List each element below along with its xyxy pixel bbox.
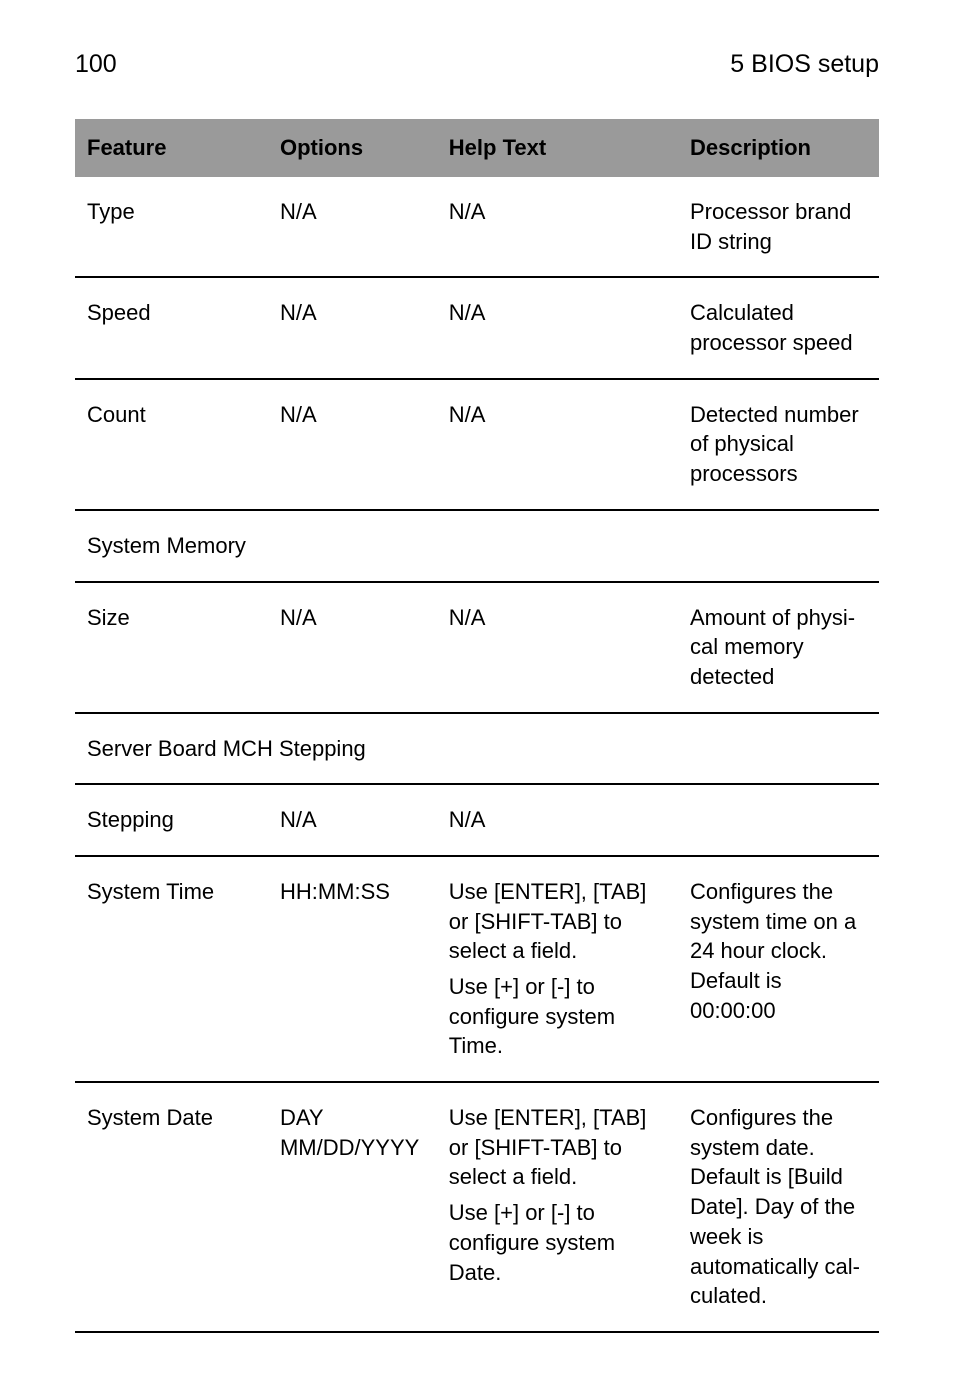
cell-feature: System Date [75,1082,268,1332]
cell-options: DAY MM/DD/YYYY [268,1082,437,1332]
table-row: System Time HH:MM:SS Use [ENTER], [TAB] … [75,856,879,1082]
cell-options: N/A [268,784,437,856]
cell-description [678,784,879,856]
cell-feature: Count [75,379,268,510]
help-line: Use [+] or [-] to configure system Date. [449,1198,666,1287]
table-row: Stepping N/A N/A [75,784,879,856]
cell-help: N/A [437,379,678,510]
section-label: System Memory [75,510,879,582]
cell-description: Detected number of physical proces­sors [678,379,879,510]
col-options: Options [268,119,437,177]
cell-feature: Stepping [75,784,268,856]
cell-options: HH:MM:SS [268,856,437,1082]
section-label: Server Board MCH Stepping [75,713,879,785]
section-row-server-board: Server Board MCH Stepping [75,713,879,785]
table-row: Size N/A N/A Amount of physi­cal memory … [75,582,879,713]
page-container: 100 5 BIOS setup Feature Options Help Te… [0,0,954,1383]
cell-options: N/A [268,582,437,713]
chapter-title: 5 BIOS setup [730,50,879,79]
table-row: Type N/A N/A Processor brand ID string [75,177,879,277]
bios-feature-table: Feature Options Help Text Description Ty… [75,119,879,1333]
cell-description: Configures the sys­tem date. Default is … [678,1082,879,1332]
col-description: Description [678,119,879,177]
help-line: Use [+] or [-] to configure system Time. [449,972,666,1061]
cell-help: N/A [437,177,678,277]
cell-feature: Size [75,582,268,713]
cell-options: N/A [268,379,437,510]
cell-description: Calculated proces­sor speed [678,277,879,378]
cell-description: Processor brand ID string [678,177,879,277]
cell-feature: Type [75,177,268,277]
cell-help: Use [ENTER], [TAB] or [SHIFT-TAB] to sel… [437,1082,678,1332]
cell-help: Use [ENTER], [TAB] or [SHIFT-TAB] to sel… [437,856,678,1082]
cell-options: N/A [268,277,437,378]
table-row: System Date DAY MM/DD/YYYY Use [ENTER], … [75,1082,879,1332]
table-header-row: Feature Options Help Text Description [75,119,879,177]
cell-description: Configures the sys­tem time on a 24 hour… [678,856,879,1082]
section-row-system-memory: System Memory [75,510,879,582]
page-header: 100 5 BIOS setup [75,50,879,79]
cell-feature: System Time [75,856,268,1082]
cell-help: N/A [437,277,678,378]
col-feature: Feature [75,119,268,177]
cell-help: N/A [437,784,678,856]
cell-help: N/A [437,582,678,713]
cell-feature: Speed [75,277,268,378]
col-help-text: Help Text [437,119,678,177]
cell-options: N/A [268,177,437,277]
cell-description: Amount of physi­cal memory detected [678,582,879,713]
help-line: Use [ENTER], [TAB] or [SHIFT-TAB] to sel… [449,1103,666,1192]
help-line: Use [ENTER], [TAB] or [SHIFT-TAB] to sel… [449,877,666,966]
table-row: Speed N/A N/A Calculated proces­sor spee… [75,277,879,378]
table-row: Count N/A N/A Detected number of physica… [75,379,879,510]
page-number: 100 [75,50,117,79]
